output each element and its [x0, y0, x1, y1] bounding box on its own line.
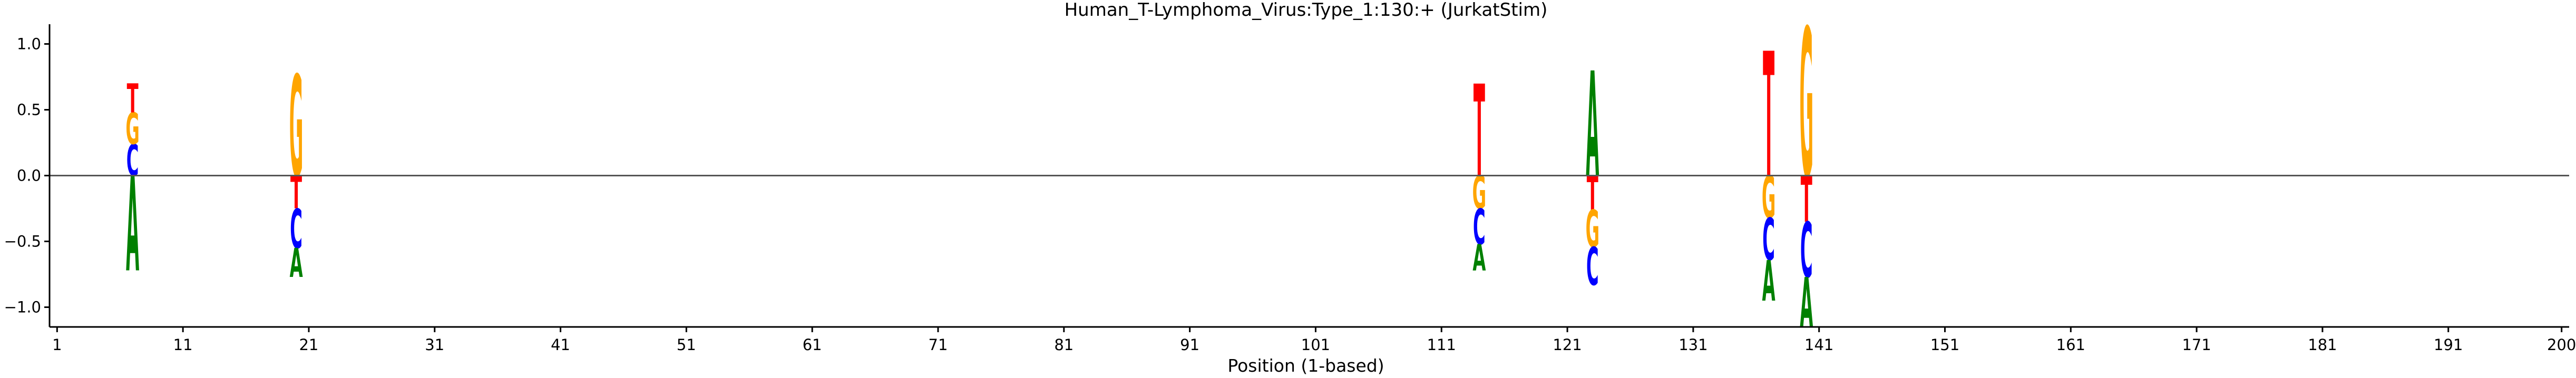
logo-letter-g: G [1800, 0, 1814, 224]
y-tick-label: 1.0 [17, 35, 41, 53]
logo-letter-a: A [1472, 237, 1486, 280]
logo-letter-t: T [1763, 16, 1774, 216]
logo-letter-g: G [125, 104, 140, 154]
x-axis-label: Position (1-based) [1227, 355, 1384, 376]
logo-letter-c: C [1800, 206, 1813, 295]
x-tick-label: 61 [803, 336, 822, 354]
logo-letter-t: T [290, 167, 302, 220]
logo-letter-g: G [1586, 200, 1600, 258]
x-tick-label: 81 [1054, 336, 1074, 354]
logo-letter-a: A [1586, 43, 1599, 211]
x-tick-label: 131 [1679, 336, 1707, 354]
logo-letter-t: T [127, 75, 139, 122]
y-axis-ticks: −1.0 −0.5 0.0 0.5 1.0 [4, 35, 50, 316]
logo-letter-c: C [1586, 237, 1599, 298]
logo-letter-a: A [1762, 248, 1775, 314]
x-tick-label: 1 [52, 336, 62, 354]
logo-letter-t: T [1587, 166, 1598, 221]
x-tick-label: 21 [299, 336, 318, 354]
logo-letter-c: C [126, 135, 139, 186]
logo-letter-c: C [290, 197, 303, 261]
logo-letter-t: T [1474, 59, 1485, 206]
x-tick-label: 181 [2308, 336, 2337, 354]
x-tick-label: 71 [929, 336, 948, 354]
logo-letter-a: A [290, 240, 303, 286]
y-tick-label: 0.0 [17, 167, 41, 185]
x-tick-label: 111 [1427, 336, 1456, 354]
x-tick-label: 191 [2434, 336, 2463, 354]
y-tick-label: −1.0 [4, 299, 41, 316]
chart-title: Human_T-Lymphoma_Virus:Type_1:130:+ (Jur… [1065, 0, 1548, 21]
logo-letter-c: C [1762, 207, 1775, 274]
x-tick-label: 151 [1930, 336, 1959, 354]
x-tick-label: 51 [677, 336, 696, 354]
x-tick-label: 31 [425, 336, 444, 354]
logo-letter-t: T [1801, 163, 1812, 236]
x-tick-label: 11 [173, 336, 193, 354]
y-tick-label: −0.5 [4, 233, 41, 251]
x-tick-label: 161 [2056, 336, 2085, 354]
y-tick-label: 0.5 [17, 101, 41, 119]
logo-letter-a: A [1800, 264, 1813, 344]
logo-letter-c: C [1473, 200, 1486, 256]
x-axis-ticks: 1 11 21 31 41 51 61 71 81 91 101 111 121 131 141 151 161… [52, 327, 2576, 354]
x-tick-label: 91 [1180, 336, 1199, 354]
x-tick-label: 141 [1804, 336, 1833, 354]
x-tick-label: 41 [551, 336, 570, 354]
x-tick-label: 200 [2547, 336, 2576, 354]
x-tick-label: 121 [1553, 336, 1582, 354]
x-tick-label: 101 [1301, 336, 1330, 354]
logo-letter-g: G [289, 48, 304, 209]
x-tick-label: 171 [2182, 336, 2211, 354]
logo-letter-a: A [126, 151, 139, 301]
